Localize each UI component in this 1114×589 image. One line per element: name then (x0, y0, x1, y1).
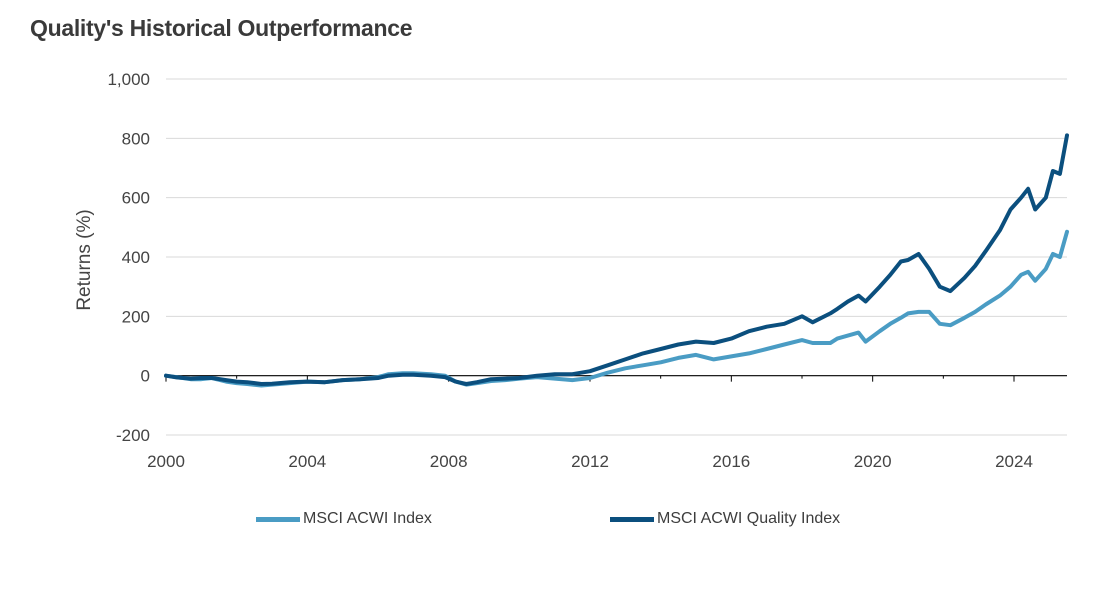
legend-swatch-quality (610, 516, 654, 522)
y-axis-title: Returns (%) (74, 209, 95, 310)
legend-label-acwi: MSCI ACWI Index (303, 510, 432, 527)
legend-item-quality: MSCI ACWI Quality Index (610, 510, 840, 528)
x-tick-label: 2008 (430, 452, 468, 471)
y-axis-ticks: 1,000 800 600 400 200 0 -200 (107, 70, 150, 445)
x-tick-label: 2004 (288, 452, 326, 471)
x-tick-label: 2012 (571, 452, 609, 471)
x-tick-label: 2016 (712, 452, 750, 471)
y-tick-label: 600 (122, 189, 150, 208)
chart-title: Quality's Historical Outperformance (30, 15, 413, 41)
series-lines (164, 133, 1069, 388)
y-tick-label: 1,000 (107, 70, 150, 89)
y-tick-label: 400 (122, 248, 150, 267)
legend-label-quality: MSCI ACWI Quality Index (657, 510, 841, 527)
legend-swatch-acwi (256, 516, 300, 522)
gridlines (166, 78, 1067, 436)
x-tick-label: 2020 (854, 452, 892, 471)
y-tick-label: 800 (122, 129, 150, 148)
legend: MSCI ACWI Index MSCI ACWI Quality Index (0, 510, 1114, 534)
x-tick-label: 2000 (147, 452, 185, 471)
series-line-quality (164, 133, 1069, 386)
y-tick-label: -200 (116, 426, 150, 445)
y-tick-label: 0 (141, 367, 150, 386)
x-tick-label: 2024 (995, 452, 1033, 471)
y-tick-label: 200 (122, 307, 150, 326)
legend-item-acwi: MSCI ACWI Index (256, 510, 432, 528)
x-axis: 2000 2004 2008 2012 2016 2020 2024 (147, 375, 1067, 471)
